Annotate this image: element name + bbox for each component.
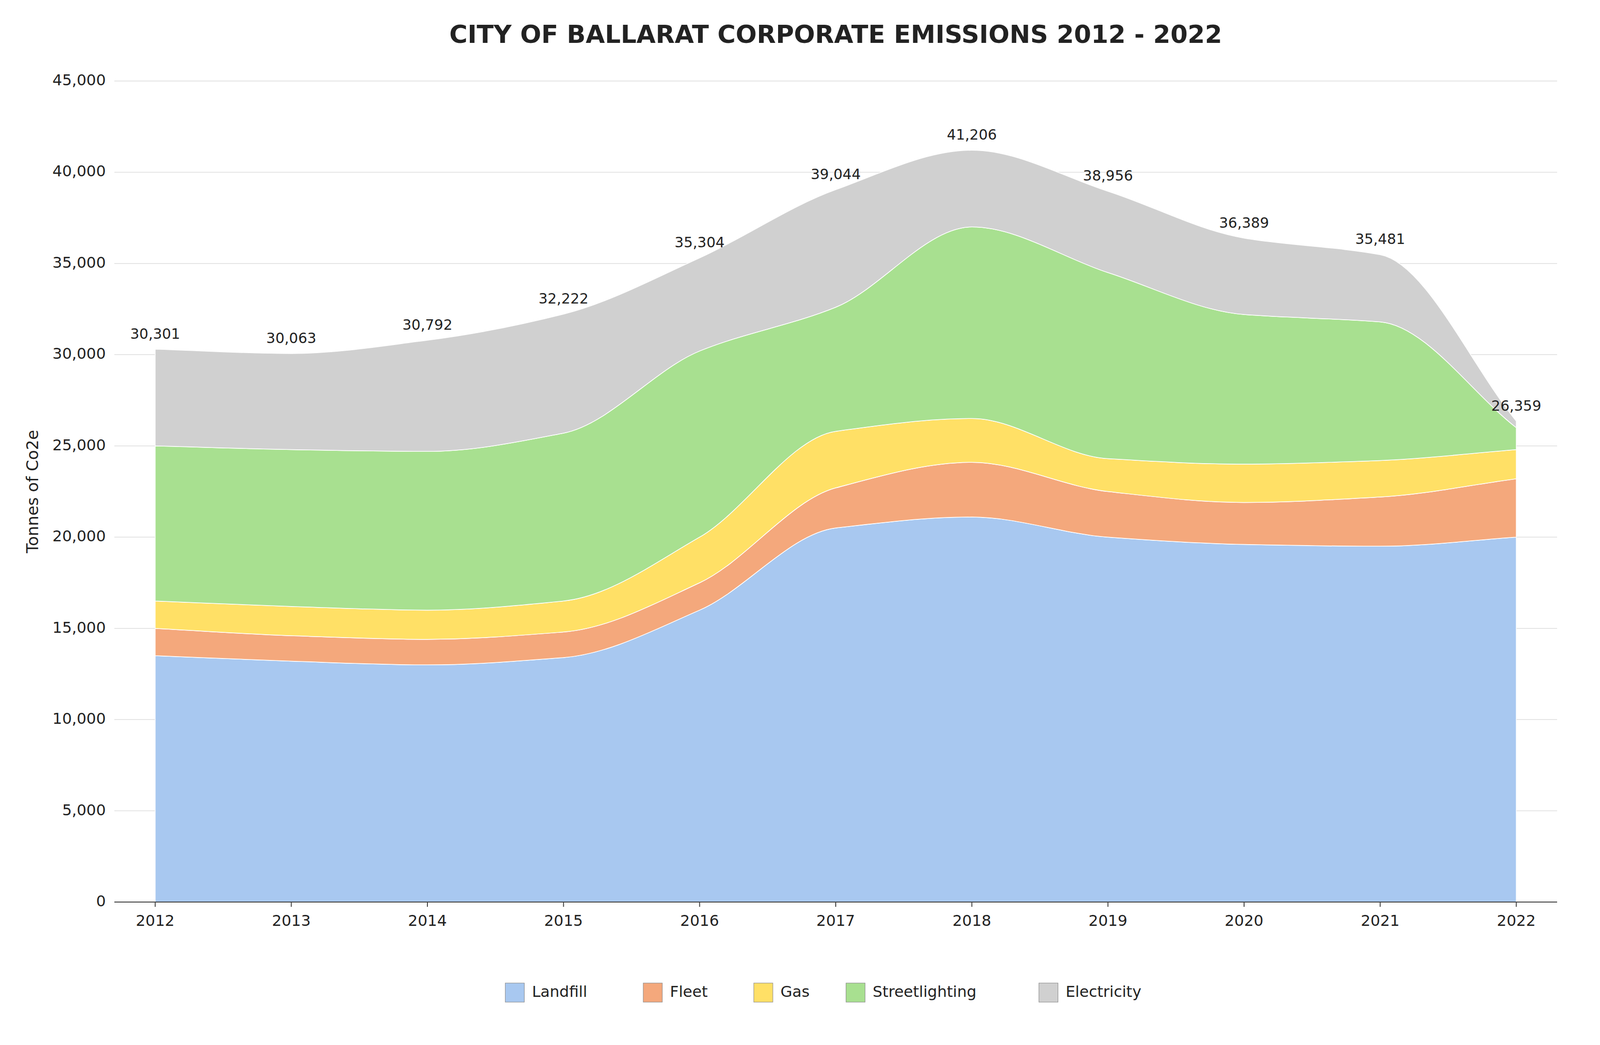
data-label: 38,956 — [1083, 167, 1134, 184]
y-tick-label: 15,000 — [52, 618, 106, 637]
background — [0, 0, 1600, 1045]
legend-swatch — [1038, 982, 1058, 1003]
legend-label: Electricity — [1065, 982, 1142, 1001]
legend-label: Landfill — [531, 982, 588, 1001]
y-tick-label: 5,000 — [61, 800, 106, 820]
data-label: 30,063 — [266, 329, 317, 347]
data-label: 26,359 — [1491, 397, 1542, 415]
x-tick-label: 2020 — [1224, 911, 1264, 930]
x-tick-label: 2013 — [272, 911, 311, 930]
x-tick-label: 2022 — [1497, 911, 1536, 930]
data-label: 41,206 — [946, 126, 997, 143]
legend-label: Streetlighting — [872, 982, 977, 1001]
x-tick-label: 2016 — [680, 911, 719, 930]
x-tick-label: 2018 — [952, 911, 992, 930]
x-tick — [154, 901, 156, 907]
grid-line — [114, 80, 1558, 82]
data-label: 36,389 — [1218, 214, 1269, 232]
chart: 0 5,000 10,000 15,000 20,000 25,000 30,000 35,0… — [0, 0, 1600, 1045]
x-tick — [1243, 901, 1245, 907]
x-tick — [1107, 901, 1109, 907]
legend: Landfill Fleet Gas Streetlighting Electricit… — [505, 982, 1142, 1003]
data-label: 30,301 — [130, 325, 181, 343]
data-label: 35,304 — [674, 233, 725, 251]
x-tick — [698, 901, 700, 907]
y-axis-label: Tonnes of Co2e — [22, 429, 42, 554]
grid — [114, 81, 1558, 902]
x-tick-label: 2021 — [1360, 911, 1400, 930]
x-tick — [1379, 901, 1381, 907]
y-tick-label: 0 — [96, 891, 106, 911]
legend-label: Gas — [780, 982, 810, 1001]
x-tick-label: 2019 — [1088, 911, 1128, 930]
x-tick — [426, 901, 428, 907]
data-label: 30,792 — [402, 316, 453, 334]
y-tick-label: 10,000 — [52, 709, 106, 728]
x-tick — [835, 901, 837, 907]
legend-swatch — [753, 982, 773, 1003]
data-label: 35,481 — [1355, 230, 1406, 248]
x-tick-label: 2015 — [544, 911, 583, 930]
title: CITY OF BALLARAT CORPORATE EMISSIONS 201… — [449, 20, 1223, 49]
x-tick-label: 2017 — [816, 911, 855, 930]
y-tick-label: 45,000 — [52, 70, 106, 90]
y-tick-label: 20,000 — [52, 526, 106, 546]
data-label: 32,222 — [538, 290, 589, 307]
legend-label: Fleet — [669, 982, 708, 1001]
x-tick — [563, 901, 565, 907]
y-tick-label: 25,000 — [52, 435, 106, 455]
legend-swatch — [505, 982, 525, 1003]
area — [155, 150, 1517, 452]
x-tick — [971, 901, 973, 907]
x-tick-label: 2012 — [135, 911, 175, 930]
y-tick-label: 30,000 — [52, 344, 106, 363]
x-tick — [1515, 901, 1517, 907]
areas — [155, 150, 1517, 902]
x-tick — [290, 901, 292, 907]
legend-swatch — [643, 982, 663, 1003]
y-tick-label: 40,000 — [52, 162, 106, 181]
legend-swatch — [846, 982, 866, 1003]
y-tick-label: 35,000 — [52, 253, 106, 272]
x-tick-label: 2014 — [407, 911, 447, 930]
data-label: 39,044 — [810, 165, 861, 183]
